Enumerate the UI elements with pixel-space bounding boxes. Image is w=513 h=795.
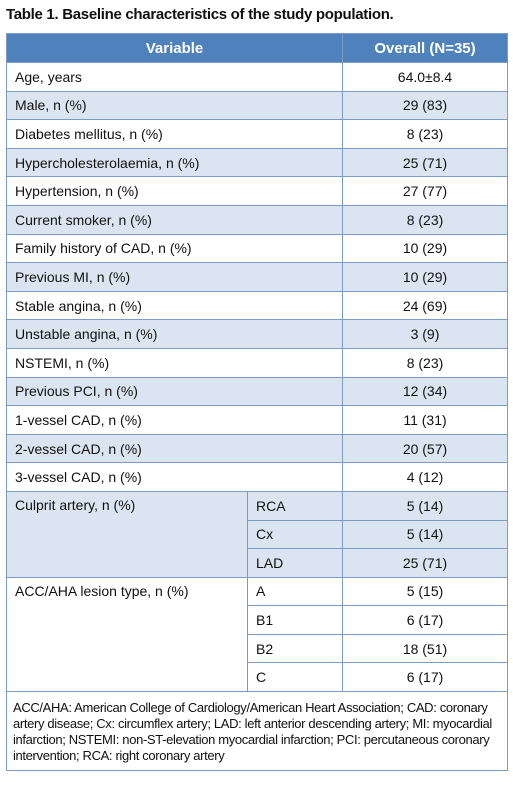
row-label: 2-vessel CAD, n (%) [6,433,343,464]
table-row: Previous MI, n (%) 10 (29) [6,262,508,292]
row-label: Unstable angina, n (%) [6,319,343,349]
group-label: ACC/AHA lesion type, n (%) [6,576,248,693]
row-value: 3 (9) [342,319,508,349]
table-title: Table 1. Baseline characteristics of the… [6,6,394,23]
row-label: Hypertension, n (%) [6,176,343,206]
table-row: Hypertension, n (%) 27 (77) [6,176,508,206]
table-row: Current smoker, n (%) 8 (23) [6,204,508,235]
table-row: Previous PCI, n (%) 12 (34) [6,376,508,407]
table-body: Variable Overall (N=35) Age, years 64.0±8.4… [6,33,508,772]
row-value: 8 (23) [342,204,508,235]
sub-label: C [247,662,343,693]
row-value: 5 (14) [342,490,508,521]
row-value: 5 (14) [342,519,508,550]
table-row: NSTEMI, n (%) 8 (23) [6,347,508,378]
header-cell: Variable [6,33,343,63]
row-label: 1-vessel CAD, n (%) [6,405,343,435]
row-value: 4 (12) [342,462,508,492]
footnote: ACC/AHA: American College of Cardiology/… [6,691,508,772]
row-value: 8 (23) [342,119,508,149]
group-label: Culprit artery, n (%) [6,490,248,578]
row-value: 6 (17) [342,605,508,635]
row-label: Current smoker, n (%) [6,204,343,235]
table-row: B2 18 (51) [7,633,508,664]
sub-label: B1 [247,605,343,635]
table-row: 2-vessel CAD, n (%) 20 (57) [6,433,508,464]
sub-label: RCA [247,490,343,521]
row-value: 24 (69) [342,290,508,321]
table-row: Hypercholesterolaemia, n (%) 25 (71) [6,147,508,178]
row-value: 12 (34) [342,376,508,407]
row-label: Previous MI, n (%) [6,262,343,292]
table-row: Diabetes mellitus, n (%) 8 (23) [6,119,508,149]
table-row: Cx 5 (14) [7,519,508,550]
row-label: Family history of CAD, n (%) [6,233,343,264]
row-value: 64.0±8.4 [342,62,508,92]
table-row: Age, years 64.0±8.4 [6,62,508,92]
sub-label: A [247,576,343,607]
header-cell: Overall (N=35) [342,33,508,63]
row-value: 10 (29) [342,233,508,264]
sub-label: LAD [247,548,343,578]
row-value: 20 (57) [342,433,508,464]
row-value: 29 (83) [342,90,508,121]
table-row: B1 6 (17) [7,605,508,635]
row-label: Stable angina, n (%) [6,290,343,321]
row-value: 25 (71) [342,147,508,178]
sub-label: Cx [247,519,343,550]
table: Variable Overall (N=35) Age, years 64.0±8.4… [6,33,508,772]
row-value: 25 (71) [342,548,508,578]
table-row: Stable angina, n (%) 24 (69) [6,290,508,321]
row-value: 18 (51) [342,633,508,664]
table-row: Family history of CAD, n (%) 10 (29) [6,233,508,264]
row-value: 11 (31) [342,405,508,435]
row-value: 6 (17) [342,662,508,693]
row-label: Diabetes mellitus, n (%) [6,119,343,149]
row-label: 3-vessel CAD, n (%) [6,462,343,492]
row-label: NSTEMI, n (%) [6,347,343,378]
table-row: 1-vessel CAD, n (%) 11 (31) [6,405,508,435]
row-label: Hypercholesterolaemia, n (%) [6,147,343,178]
sub-label: B2 [247,633,343,664]
row-value: 5 (15) [342,576,508,607]
table-row: Culprit artery, n (%) RCA 5 (14) [6,490,508,578]
row-value: 10 (29) [342,262,508,292]
header-row: Variable Overall (N=35) [6,33,508,63]
table-row: Male, n (%) 29 (83) [6,90,508,121]
row-label: Male, n (%) [6,90,343,121]
footnote-row: ACC/AHA: American College of Cardiology/… [6,691,508,772]
table-row: 3-vessel CAD, n (%) 4 (12) [6,462,508,492]
row-label: Previous PCI, n (%) [6,376,343,407]
row-value: 8 (23) [342,347,508,378]
table-row: Unstable angina, n (%) 3 (9) [6,319,508,349]
table-row: ACC/AHA lesion type, n (%) A 5 (15) [6,576,508,693]
row-label: Age, years [6,62,343,92]
row-value: 27 (77) [342,176,508,206]
table-row: LAD 25 (71) [7,548,508,578]
